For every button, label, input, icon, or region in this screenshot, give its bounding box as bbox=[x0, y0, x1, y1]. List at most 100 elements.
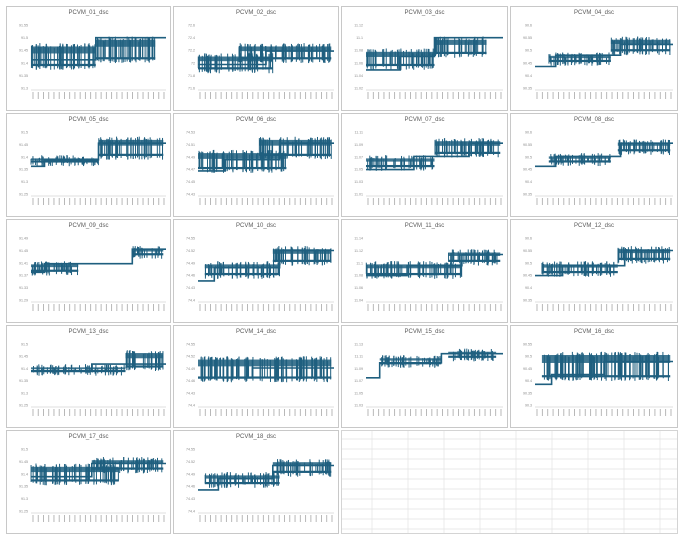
y-tick-label: 91.35 bbox=[19, 74, 28, 78]
series-band bbox=[610, 49, 671, 52]
y-tick-label: 72.4 bbox=[188, 36, 195, 40]
y-tick-label: 91.25 bbox=[19, 510, 28, 514]
series-band bbox=[434, 151, 501, 154]
series-step-line bbox=[535, 142, 673, 168]
y-tick-label: 74.52 bbox=[186, 460, 195, 464]
chart-svg: 72.6 72.4 72.2 72 71.8 71.6 bbox=[188, 24, 334, 99]
y-tick-label: 91.5 bbox=[21, 36, 28, 40]
series-band bbox=[198, 67, 273, 70]
y-tick-label: 11.1 bbox=[356, 261, 363, 265]
series-band bbox=[610, 39, 671, 44]
series-band bbox=[31, 46, 96, 54]
series-step-line bbox=[198, 249, 334, 282]
series-band bbox=[448, 355, 497, 358]
y-tick-label: 90.4 bbox=[525, 286, 532, 290]
series-step-line bbox=[198, 367, 334, 379]
chart-title: PCVM_02_dsc bbox=[235, 10, 277, 16]
y-tick-label: 91.4 bbox=[21, 472, 28, 476]
chart-panel: PCVM_09_dsc 91.49 91.45 91.41 91.37 91.33 91.2… bbox=[6, 219, 171, 323]
chart-svg: 74.53 74.51 74.49 74.47 74.45 74.43 bbox=[186, 131, 334, 205]
chart-panel: PCVM_08_dsc 90.6 90.55 90.5 90.45 90.4 90.35 bbox=[510, 113, 678, 217]
y-tick-label: 74.43 bbox=[186, 193, 195, 197]
series-step-line bbox=[366, 352, 503, 379]
y-tick-label: 72 bbox=[191, 61, 195, 65]
y-tick-label: 11.09 bbox=[354, 367, 363, 371]
series-band bbox=[541, 270, 618, 274]
y-tick-label: 11.07 bbox=[354, 379, 363, 383]
y-tick-label: 90.55 bbox=[523, 143, 532, 147]
series-band bbox=[448, 351, 497, 355]
y-tick-label: 74.4 bbox=[188, 299, 195, 303]
series-band bbox=[95, 39, 156, 47]
y-tick-label: 11.07 bbox=[354, 155, 363, 159]
y-tick-label: 74.52 bbox=[186, 249, 195, 253]
y-tick-label: 91.45 bbox=[19, 460, 28, 464]
chart-svg: 11.13 11.11 11.09 11.07 11.05 11.03 bbox=[354, 343, 503, 416]
y-tick-label: 90.6 bbox=[525, 237, 532, 241]
y-tick-label: 74.46 bbox=[186, 485, 195, 489]
series-band bbox=[541, 355, 671, 363]
series-band bbox=[366, 164, 435, 168]
y-tick-label: 74.4 bbox=[188, 510, 195, 514]
series-band bbox=[366, 272, 462, 276]
series-band bbox=[198, 376, 332, 379]
sheet-gridlines bbox=[342, 431, 677, 533]
y-tick-label: 91.5 bbox=[21, 343, 28, 347]
y-tick-label: 90.5 bbox=[525, 49, 532, 53]
series-band bbox=[548, 160, 611, 163]
series-band bbox=[238, 46, 332, 52]
y-tick-label: 74.45 bbox=[186, 180, 195, 184]
series-band bbox=[548, 156, 611, 159]
y-tick-label: 91.5 bbox=[21, 448, 28, 452]
y-tick-label: 11.08 bbox=[354, 274, 363, 278]
chart-svg: 11.12 11.1 11.08 11.06 11.04 11.02 bbox=[354, 24, 503, 99]
series-band bbox=[204, 481, 280, 485]
series-band bbox=[125, 365, 164, 368]
y-tick-label: 91.49 bbox=[19, 237, 28, 241]
series-band bbox=[272, 462, 332, 467]
series-band bbox=[198, 166, 287, 170]
chart-title: PCVM_17_dsc bbox=[68, 434, 109, 440]
y-tick-label: 74.52 bbox=[186, 355, 195, 359]
chart-title: PCVM_09_dsc bbox=[68, 223, 109, 229]
series-step-line bbox=[366, 36, 503, 71]
y-tick-label: 71.8 bbox=[188, 74, 195, 78]
chart-title: PCVM_11_dsc bbox=[404, 223, 445, 229]
y-tick-label: 90.5 bbox=[525, 355, 532, 359]
y-tick-label: 74.46 bbox=[186, 274, 195, 278]
chart-svg: 91.55 91.5 91.45 91.4 91.35 91.3 bbox=[19, 24, 166, 99]
series-step-line bbox=[31, 363, 166, 373]
chart-title: PCVM_13_dsc bbox=[68, 329, 109, 335]
y-tick-label: 91.37 bbox=[19, 274, 28, 278]
y-tick-label: 90.5 bbox=[525, 261, 532, 265]
chart-panel: PCVM_11_dsc 11.14 11.12 11.1 11.08 11.06 11.04 bbox=[341, 219, 508, 323]
chart-svg: 91.5 91.45 91.4 91.35 91.3 91.25 bbox=[19, 448, 166, 522]
y-tick-label: 90.6 bbox=[525, 24, 532, 28]
chart-panel: PCVM_04_dsc 90.6 90.55 90.5 90.45 90.4 90.35 bbox=[510, 6, 678, 111]
y-tick-label: 72.6 bbox=[188, 24, 195, 28]
y-tick-label: 74.47 bbox=[186, 168, 195, 172]
y-tick-label: 11.01 bbox=[354, 193, 363, 197]
y-tick-label: 90.4 bbox=[525, 180, 532, 184]
series-band bbox=[132, 253, 164, 256]
y-tick-label: 91.4 bbox=[21, 61, 28, 65]
chart-panel: PCVM_06_dsc 74.53 74.51 74.49 74.47 74.45 74.4… bbox=[173, 113, 339, 217]
chart-panel: PCVM_14_dsc 74.55 74.52 74.49 74.46 74.43 74.4 bbox=[173, 325, 339, 428]
y-tick-label: 11.11 bbox=[355, 355, 363, 359]
chart-title: PCVM_05_dsc bbox=[68, 117, 109, 123]
y-tick-label: 11.05 bbox=[354, 391, 363, 395]
series-band bbox=[204, 264, 280, 269]
y-tick-label: 74.51 bbox=[186, 143, 195, 147]
y-tick-label: 91.45 bbox=[19, 143, 28, 147]
y-tick-label: 74.43 bbox=[186, 391, 195, 395]
y-tick-label: 90.55 bbox=[523, 343, 532, 347]
y-tick-label: 90.3 bbox=[525, 404, 532, 408]
y-tick-label: 74.43 bbox=[186, 497, 195, 501]
y-tick-label: 91.4 bbox=[21, 367, 28, 371]
y-tick-label: 91.3 bbox=[21, 391, 28, 395]
y-tick-label: 11.12 bbox=[354, 24, 363, 28]
series-band bbox=[259, 153, 332, 156]
chart-title: PCVM_08_dsc bbox=[573, 117, 615, 123]
y-tick-label: 91.3 bbox=[21, 87, 28, 91]
